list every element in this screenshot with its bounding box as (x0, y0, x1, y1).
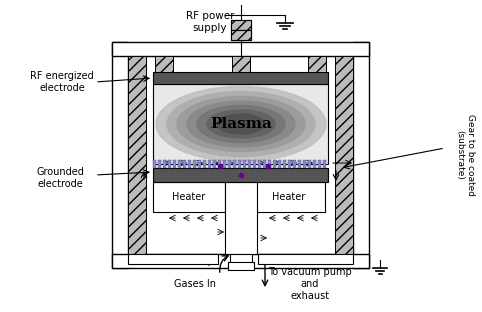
Bar (294, 160, 296, 168)
Bar (232, 56, 250, 72)
Ellipse shape (217, 114, 265, 134)
Bar (353, 42, 369, 268)
Bar (323, 160, 326, 168)
Text: RF energized
electrode: RF energized electrode (30, 71, 94, 93)
Ellipse shape (167, 91, 315, 157)
Bar (253, 182, 325, 212)
Bar (153, 72, 328, 84)
Bar (228, 160, 231, 168)
Bar (112, 42, 128, 268)
Bar (155, 56, 173, 72)
Bar (273, 160, 276, 168)
Bar (183, 160, 186, 168)
Bar (153, 182, 225, 212)
Bar (112, 42, 369, 56)
Text: Grounded
electrode: Grounded electrode (36, 167, 84, 189)
Bar (231, 20, 251, 30)
Bar (258, 160, 261, 168)
Bar (128, 56, 353, 254)
Ellipse shape (207, 110, 275, 138)
Ellipse shape (177, 96, 305, 152)
Bar (238, 160, 241, 168)
Ellipse shape (197, 105, 285, 143)
Bar (228, 262, 254, 270)
Bar (158, 160, 161, 168)
Bar (313, 160, 316, 168)
Bar (214, 160, 216, 168)
Bar (168, 160, 171, 168)
Bar (198, 160, 201, 168)
Bar (203, 160, 206, 168)
Ellipse shape (187, 101, 295, 147)
Bar (318, 160, 321, 168)
Bar (231, 20, 251, 30)
Text: RF power
supply: RF power supply (186, 11, 234, 33)
Bar (258, 254, 353, 264)
Text: To vacuum pump
and
exhaust: To vacuum pump and exhaust (268, 267, 352, 300)
Bar (231, 30, 251, 40)
Bar (298, 160, 301, 168)
Bar (263, 160, 266, 168)
Bar (308, 56, 326, 72)
Text: Gear to be coated
(substrate): Gear to be coated (substrate) (455, 114, 475, 196)
Bar (208, 160, 211, 168)
Bar (248, 160, 251, 168)
Bar (335, 56, 353, 254)
Text: Gases In: Gases In (174, 279, 216, 289)
Bar (278, 160, 281, 168)
Bar (288, 160, 291, 168)
Text: Plasma: Plasma (210, 117, 272, 131)
Bar (254, 160, 256, 168)
Bar (218, 160, 221, 168)
Bar (112, 254, 369, 268)
Bar (223, 160, 226, 168)
Bar (230, 254, 252, 266)
Text: Heater: Heater (173, 192, 206, 202)
Bar (163, 160, 166, 168)
Bar (188, 160, 191, 168)
Text: Heater: Heater (272, 192, 306, 202)
Bar (231, 30, 251, 40)
Bar (233, 160, 236, 168)
Bar (153, 160, 156, 168)
Bar (128, 56, 146, 254)
Bar (308, 160, 311, 168)
Bar (283, 160, 286, 168)
Bar (303, 160, 306, 168)
Bar (153, 168, 328, 182)
Bar (153, 84, 328, 164)
Bar (178, 160, 181, 168)
Bar (174, 160, 176, 168)
Bar (225, 182, 257, 254)
Bar (268, 160, 271, 168)
Bar (193, 160, 196, 168)
Ellipse shape (156, 86, 326, 162)
Bar (128, 254, 218, 264)
Bar (243, 160, 246, 168)
